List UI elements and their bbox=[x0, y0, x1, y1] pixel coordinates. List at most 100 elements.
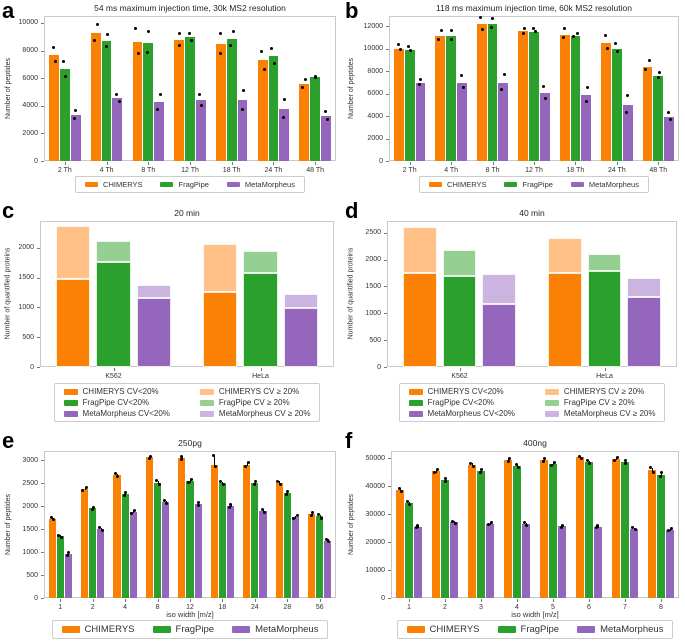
x-tick-label: 4 bbox=[123, 604, 128, 611]
bar-chimerys-24th bbox=[601, 42, 611, 161]
data-point bbox=[522, 521, 526, 525]
bar-light-fragpipe-k562 bbox=[96, 240, 131, 263]
bar-fragpipe-1 bbox=[56, 536, 64, 598]
panel-title: 118 ms maximum injection time, 60k MS2 r… bbox=[436, 3, 632, 13]
data-point bbox=[327, 540, 331, 544]
legend-box: CHIMERYS FragPipe MetaMorpheus bbox=[51, 620, 329, 639]
bar-chimerys-1 bbox=[48, 518, 56, 598]
bar-light-metamorpheus-hela bbox=[627, 277, 661, 297]
data-point bbox=[243, 464, 247, 468]
data-point bbox=[585, 459, 589, 463]
bar-fragpipe-4 bbox=[121, 494, 129, 598]
data-point bbox=[278, 483, 282, 487]
legend-swatch-fragpipe bbox=[544, 399, 559, 406]
bar-metamorpheus-2 bbox=[449, 522, 458, 598]
y-tick bbox=[384, 367, 387, 368]
x-tick-label: 8 Th bbox=[141, 167, 156, 174]
data-point bbox=[669, 117, 673, 121]
error-bar bbox=[133, 510, 135, 514]
data-point bbox=[541, 84, 545, 88]
data-point bbox=[116, 475, 120, 479]
data-point bbox=[272, 62, 276, 66]
legend: CHIMERYS FragPipe MetaMorpheus bbox=[389, 176, 679, 193]
data-point bbox=[517, 465, 521, 469]
data-point bbox=[506, 459, 510, 463]
legend-item: MetaMorpheus bbox=[570, 180, 639, 189]
data-point bbox=[157, 482, 161, 486]
data-point bbox=[319, 516, 323, 520]
error-bar bbox=[652, 467, 654, 472]
legend-item: MetaMorpheus bbox=[577, 624, 663, 635]
y-tick-label: 10000 bbox=[365, 566, 385, 574]
legend-item: FragPipe bbox=[160, 180, 209, 189]
legend-swatch-fragpipe bbox=[63, 399, 78, 406]
data-point bbox=[542, 456, 546, 460]
y-tick bbox=[41, 133, 44, 135]
data-point bbox=[396, 42, 400, 46]
data-point bbox=[156, 108, 160, 112]
legend-swatch-fragpipe bbox=[160, 182, 174, 187]
x-tick-label: 18 bbox=[218, 604, 227, 611]
bar-metamorpheus-12 bbox=[194, 504, 202, 598]
error-bar bbox=[311, 512, 313, 516]
data-point bbox=[313, 75, 317, 79]
data-point bbox=[500, 87, 504, 91]
data-point bbox=[462, 86, 465, 90]
data-point bbox=[51, 46, 55, 50]
bar-chimerys-48th bbox=[642, 66, 653, 161]
data-point bbox=[155, 479, 159, 483]
bar-light-chimerys-k562 bbox=[56, 226, 91, 279]
data-point bbox=[84, 485, 88, 489]
y-tick bbox=[386, 138, 389, 140]
bar-metamorpheus-1 bbox=[64, 554, 72, 598]
data-point bbox=[399, 48, 403, 52]
panel-letter: c bbox=[2, 198, 15, 223]
bar-fragpipe-6 bbox=[585, 461, 593, 598]
data-point bbox=[471, 464, 475, 468]
legend-swatch-fragpipe bbox=[497, 626, 516, 633]
y-tick bbox=[41, 575, 44, 577]
data-point bbox=[490, 26, 494, 30]
error-bar bbox=[436, 469, 438, 473]
x-tick-label: 12 Th bbox=[181, 167, 199, 174]
legend-swatch-chimerys bbox=[406, 626, 425, 633]
bar-metamorpheus-1 bbox=[413, 526, 422, 598]
panel-letter: d bbox=[345, 198, 359, 223]
x-tick bbox=[616, 162, 618, 165]
bar-light-metamorpheus-k562 bbox=[482, 273, 516, 304]
data-point bbox=[66, 551, 70, 555]
error-bar bbox=[246, 462, 248, 467]
x-tick bbox=[113, 368, 115, 371]
data-point bbox=[326, 118, 330, 122]
data-point bbox=[73, 117, 77, 121]
y-axis-label: Number of peptides bbox=[347, 493, 355, 555]
legend-swatch-fragpipe bbox=[152, 626, 171, 633]
y-tick-label: 0 bbox=[381, 594, 385, 602]
x-tick-label: K562 bbox=[105, 373, 122, 380]
x-tick bbox=[106, 162, 108, 165]
data-point bbox=[91, 505, 95, 509]
data-point bbox=[405, 500, 409, 504]
panel-letter: b bbox=[345, 0, 359, 23]
bar-chimerys-18th bbox=[215, 43, 226, 161]
bar-chimerys-2th bbox=[394, 48, 404, 161]
bar-fragpipe-3 bbox=[477, 470, 485, 598]
x-axis-label: iso width [m/z] bbox=[511, 610, 559, 619]
y-tick bbox=[37, 337, 40, 339]
data-point bbox=[292, 517, 296, 521]
bar-chimerys-6 bbox=[576, 457, 585, 598]
bar-metamorpheus-5 bbox=[557, 526, 566, 598]
x-tick-label: 18 Th bbox=[222, 167, 241, 174]
y-tick bbox=[384, 259, 387, 261]
bar-chimerys-12 bbox=[178, 457, 186, 598]
data-point bbox=[98, 526, 102, 530]
bar-metamorpheus-12th bbox=[539, 92, 550, 161]
bar-dark-chimerys-hela bbox=[203, 291, 238, 367]
legend-item: CHIMERYS bbox=[429, 180, 486, 189]
bar-chimerys-1 bbox=[396, 490, 405, 598]
x-tick-label: 8 Th bbox=[485, 167, 500, 174]
bar-fragpipe-1 bbox=[405, 503, 413, 598]
legend-label: MetaMorpheus bbox=[255, 624, 319, 635]
data-point bbox=[649, 466, 653, 470]
legend-swatch-chimerys bbox=[544, 388, 559, 395]
